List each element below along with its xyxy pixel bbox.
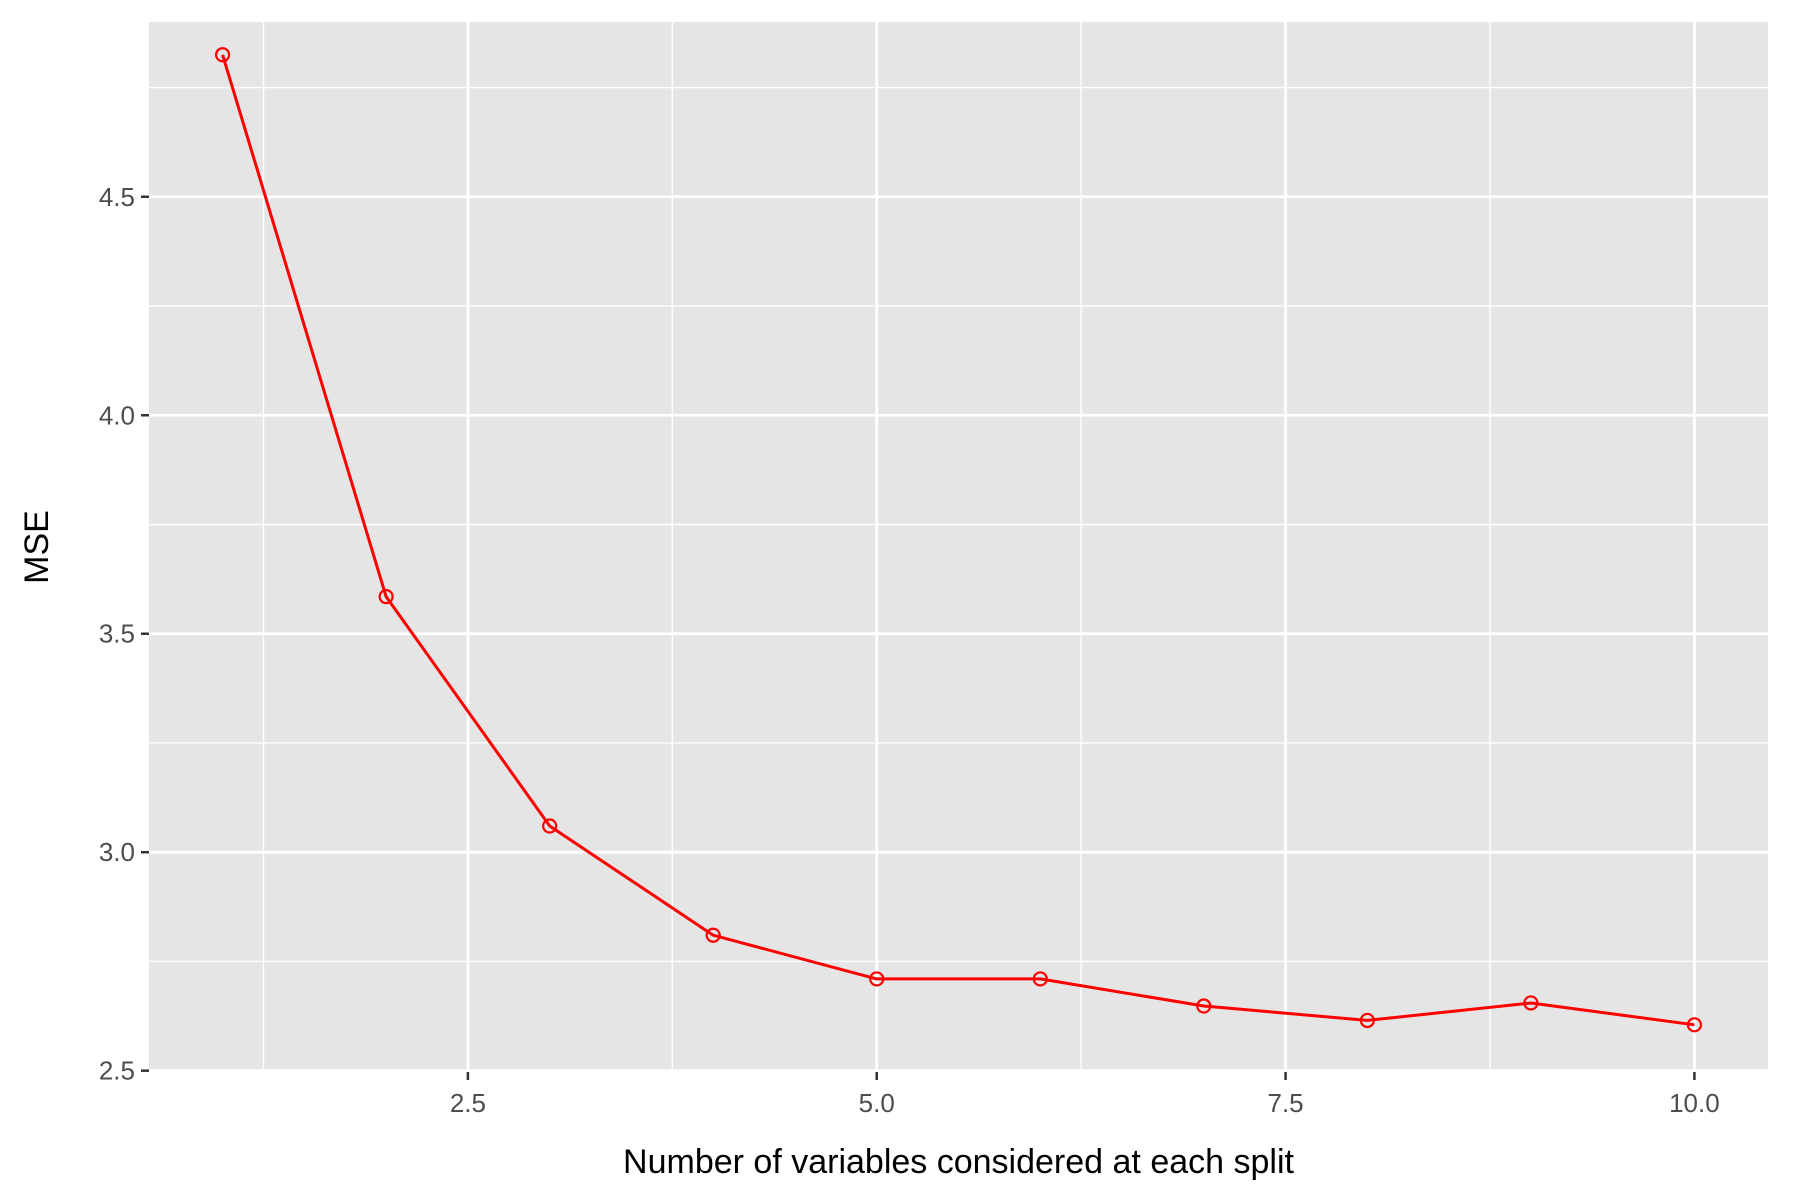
- y-tick-label: 2.5: [99, 1056, 135, 1086]
- axis-ticks: [141, 195, 1696, 1080]
- data-point: [1196, 998, 1212, 1014]
- data-point: [705, 927, 721, 943]
- y-tick-label: 3.0: [99, 837, 135, 867]
- series-line: [221, 54, 1695, 1027]
- major-gridlines: [149, 22, 1768, 1073]
- data-point: [1686, 1017, 1703, 1033]
- data-point: [1359, 1012, 1375, 1029]
- y-tick-labels: 2.5 3.0 3.5 4.0 4.5: [99, 182, 135, 1086]
- y-tick-label: 4.0: [99, 400, 135, 430]
- data-point: [214, 47, 231, 63]
- mse-series: [214, 47, 1703, 1033]
- data-point: [1523, 995, 1539, 1011]
- x-tick-label: 5.0: [859, 1088, 895, 1118]
- y-tick-label: 4.5: [99, 182, 135, 212]
- data-point: [378, 588, 394, 605]
- data-point: [1032, 971, 1048, 987]
- data-point: [542, 818, 558, 834]
- x-tick-label: 2.5: [450, 1088, 486, 1118]
- data-point: [869, 971, 885, 987]
- x-tick-label: 10.0: [1669, 1088, 1720, 1118]
- y-axis-title: MSE: [18, 510, 56, 584]
- y-tick-label: 3.5: [99, 619, 135, 649]
- plot-panel: [149, 22, 1768, 1072]
- x-tick-label: 7.5: [1267, 1088, 1303, 1118]
- x-tick-labels: 2.5 5.0 7.5 10.0: [450, 1088, 1720, 1118]
- x-axis-title: Number of variables considered at each s…: [623, 1143, 1294, 1181]
